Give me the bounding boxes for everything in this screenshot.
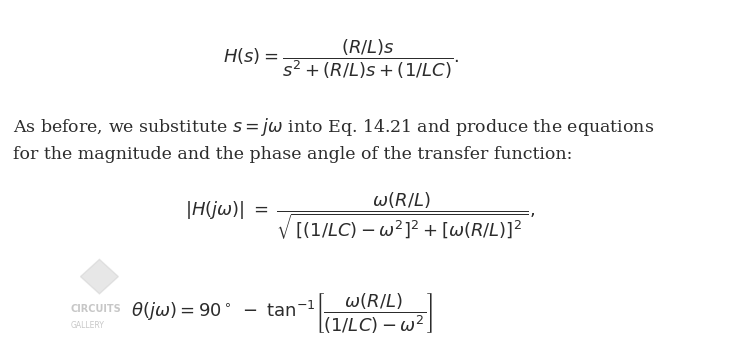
Text: $H(s) = \dfrac{(R/L)s}{s^2 + (R/L)s + (1/LC)}.$: $H(s) = \dfrac{(R/L)s}{s^2 + (R/L)s + (1… <box>223 37 459 81</box>
Text: for the magnitude and the phase angle of the transfer function:: for the magnitude and the phase angle of… <box>13 146 572 163</box>
Text: $\theta(j\omega) = 90^\circ \; - \; \tan^{-1}\!\left[\dfrac{\omega(R/L)}{(1/LC) : $\theta(j\omega) = 90^\circ \; - \; \tan… <box>131 291 433 335</box>
Polygon shape <box>80 259 118 294</box>
Text: CIRCUITS: CIRCUITS <box>70 304 121 314</box>
Text: GALLERY: GALLERY <box>70 321 104 330</box>
Text: As before, we substitute $s = j\omega$ into Eq. 14.21 and produce the equations: As before, we substitute $s = j\omega$ i… <box>13 117 654 139</box>
Text: $|H(j\omega)| \; = \; \dfrac{\omega(R/L)}{\sqrt{\,[(1/LC) - \omega^2]^2 + [\omeg: $|H(j\omega)| \; = \; \dfrac{\omega(R/L)… <box>185 191 536 242</box>
